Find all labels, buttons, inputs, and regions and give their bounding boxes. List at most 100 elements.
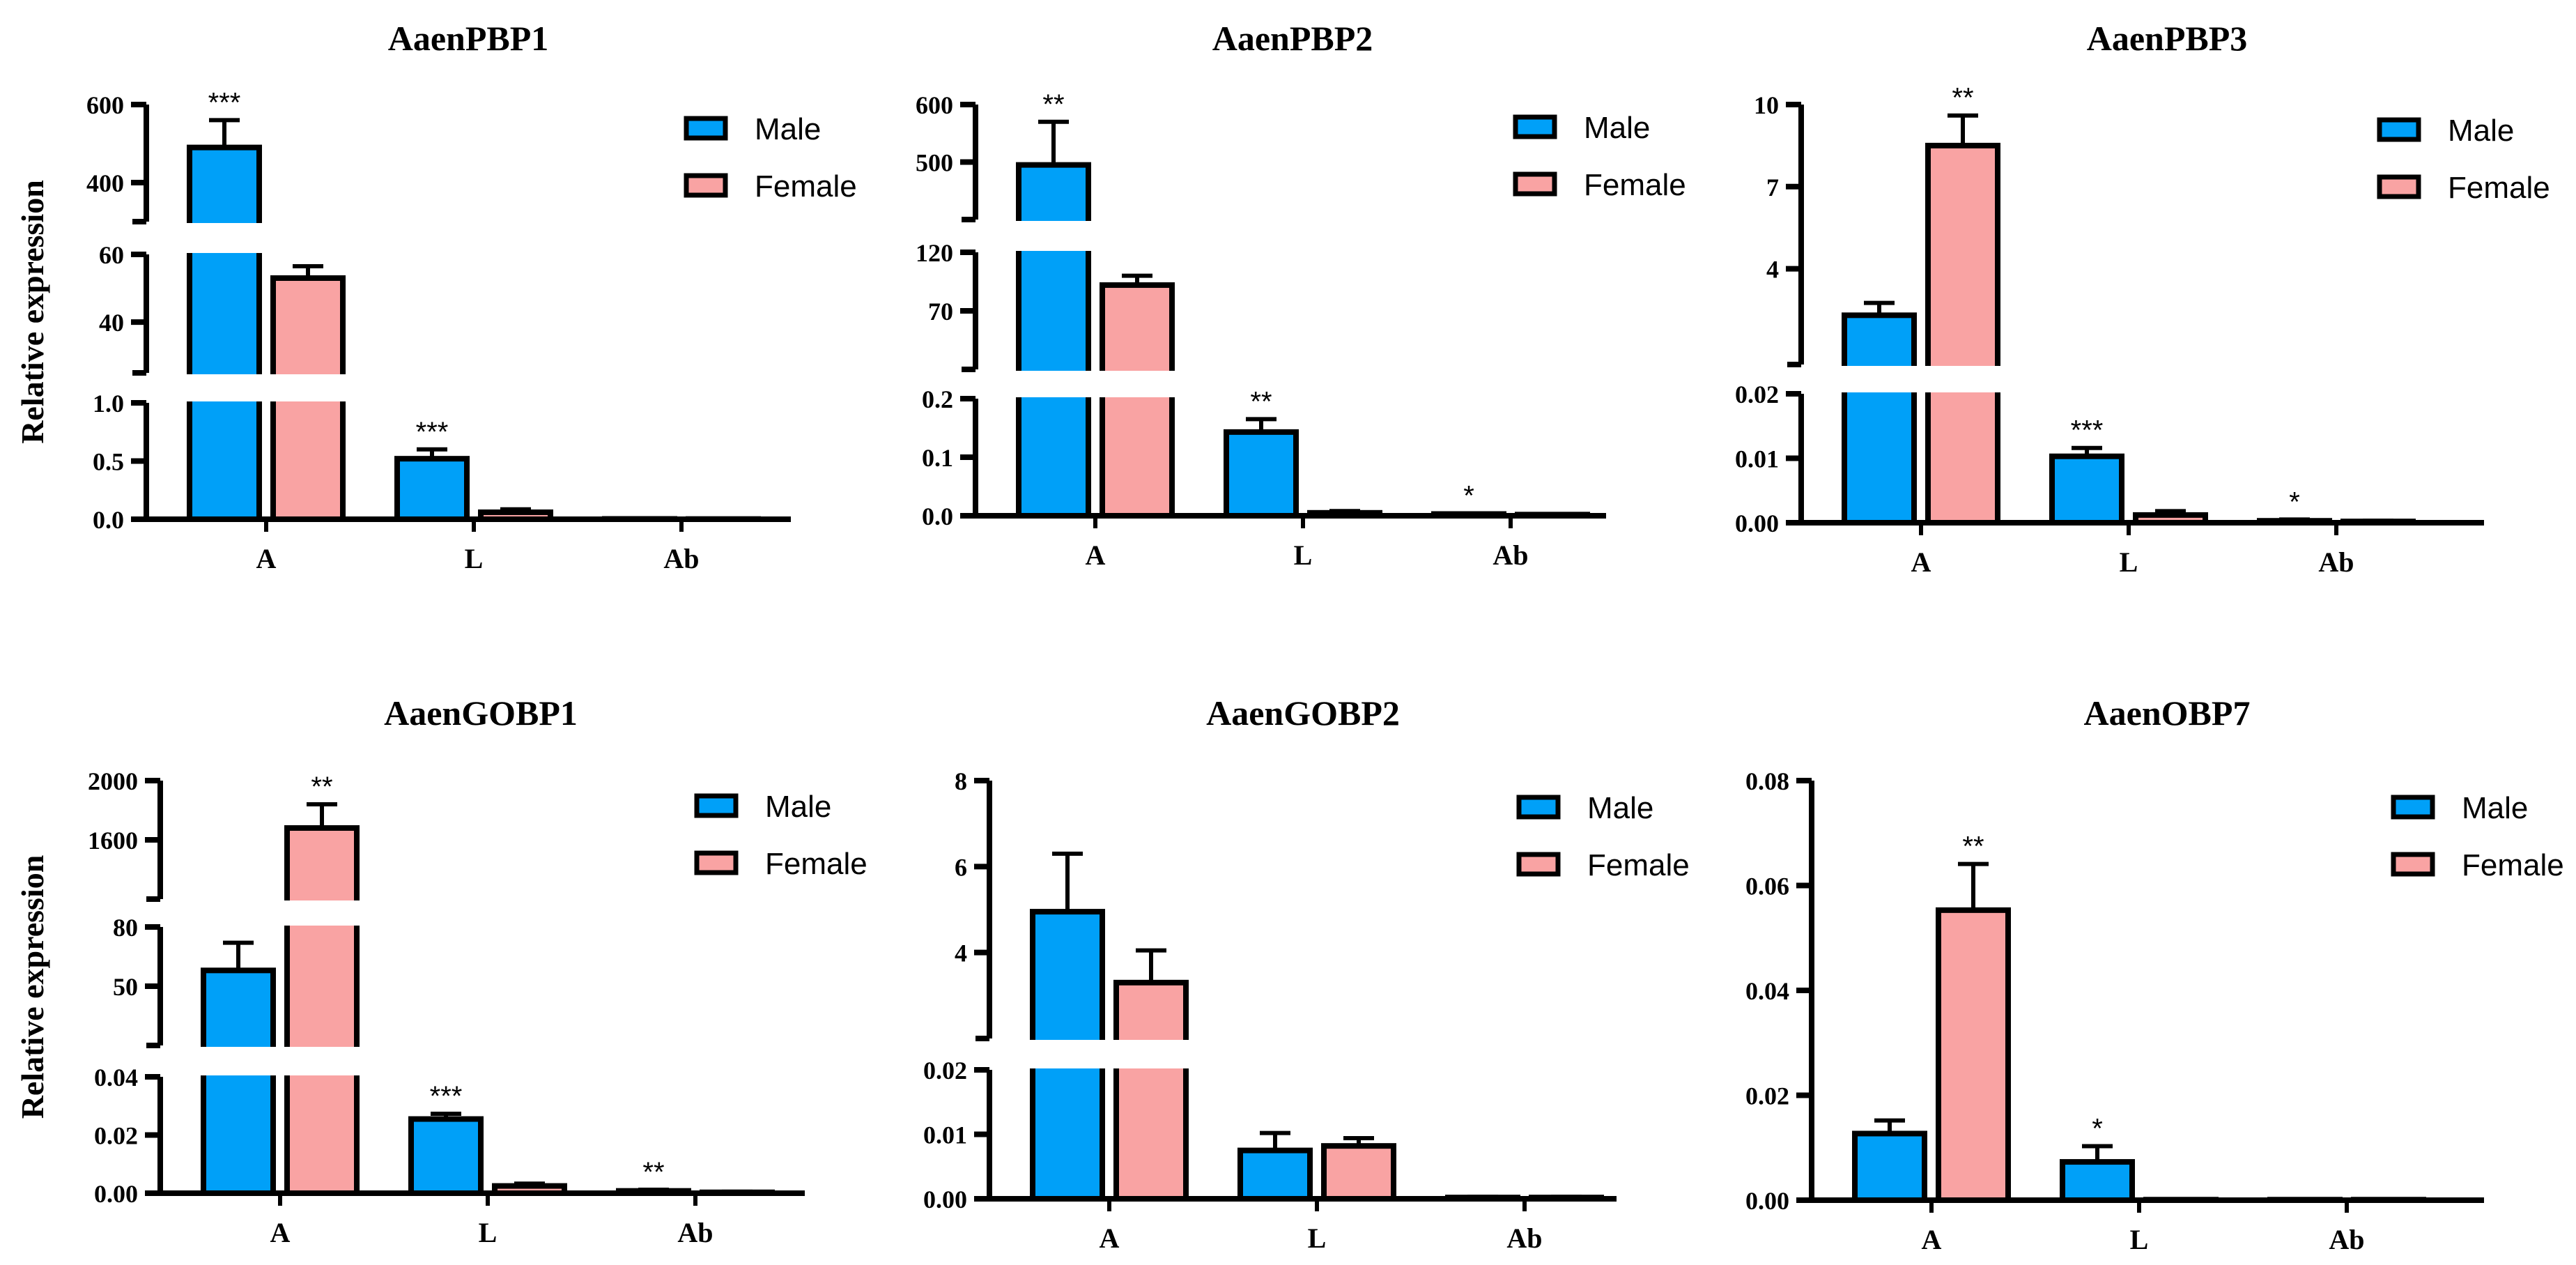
bar-female-A (1936, 907, 2011, 1204)
axis-break-gap (906, 371, 1620, 397)
y-tick-label: 0.06 (1745, 873, 1789, 900)
axis-break-gap (77, 223, 805, 253)
y-tick-label: 1.0 (93, 390, 124, 417)
y-tick-label: 0.02 (1745, 1082, 1789, 1110)
panel-title: AaenPBP2 (1212, 19, 1373, 58)
legend-swatch-male (1513, 114, 1557, 139)
panel-title: AaenGOBP1 (384, 693, 578, 733)
panel-title: AaenOBP7 (2084, 693, 2251, 733)
y-tick-label: 0.2 (922, 385, 953, 413)
y-axis-label: Relative expression (15, 180, 50, 444)
legend-label-female: Female (2448, 171, 2550, 205)
y-tick-label: 80 (113, 914, 138, 942)
significance-label: * (2289, 486, 2300, 517)
legend-swatch-female (1513, 171, 1557, 197)
panel-AaenPBP1: AaenPBP1 0.0 0.5 1.0 40 60 400 600 A L Ab *** *** Rel… (15, 19, 857, 574)
legend-label-male: Male (1584, 111, 1650, 145)
bar-male-A (1842, 312, 1917, 526)
y-tick-label: 0.5 (93, 448, 124, 476)
axis-break-gap (91, 900, 819, 926)
panel-title: AaenPBP3 (2087, 19, 2248, 58)
y-tick-label: 0.00 (923, 1186, 967, 1213)
legend-swatch-male (684, 116, 728, 141)
y-tick-label: 0.1 (922, 444, 953, 472)
significance-label: ** (311, 772, 332, 802)
legend-label-male: Male (2462, 791, 2528, 825)
bar-female-L (1321, 1143, 1396, 1202)
significance-label: *** (2071, 415, 2104, 446)
y-tick-label: 0.00 (1735, 509, 1779, 537)
legend-swatch-male (2391, 795, 2435, 820)
legend: Male Female (2377, 114, 2550, 205)
panel-AaenGOBP2: AaenGOBP2 0.00 0.01 0.02 4 6 8 A L Ab Male Female (920, 693, 1690, 1254)
panel-title: AaenPBP1 (388, 19, 549, 58)
y-tick-label: 0.0 (93, 506, 124, 534)
y-tick-label: 8 (955, 767, 967, 795)
legend: Male Female (684, 112, 857, 204)
legend-label-female: Female (755, 169, 857, 204)
legend: Male Female (2391, 791, 2564, 882)
bar-male-L (394, 456, 470, 522)
x-tick-label: L (465, 543, 484, 574)
significance-label: *** (208, 87, 241, 118)
significance-label: ** (1952, 83, 1973, 114)
x-tick-label: A (1100, 1222, 1120, 1254)
x-tick-label: L (2120, 546, 2138, 578)
x-tick-label: Ab (677, 1217, 713, 1248)
legend-label-male: Male (1587, 791, 1653, 825)
x-tick-label: L (2130, 1224, 2149, 1255)
bar-female-A (1113, 979, 1189, 1202)
y-tick-label: 4 (1766, 256, 1779, 284)
bar-female-A (284, 825, 360, 1196)
y-tick-label: 120 (916, 239, 953, 267)
axis-break-gap (77, 374, 805, 401)
y-tick-label: 6 (955, 853, 967, 881)
x-tick-label: Ab (663, 543, 699, 574)
bar-male-L (1237, 1147, 1313, 1202)
y-tick-label: 40 (99, 309, 124, 337)
bar-female-A (1925, 142, 2000, 526)
y-tick-label: 4 (955, 940, 967, 967)
legend-swatch-female (1516, 852, 1561, 877)
x-tick-label: A (256, 543, 277, 574)
y-tick-label: 0.02 (1735, 381, 1779, 408)
y-tick-label: 0.01 (923, 1121, 967, 1149)
bar-male-A (1852, 1130, 1927, 1203)
legend: Male Female (694, 790, 867, 881)
y-tick-label: 0.00 (94, 1180, 138, 1208)
y-tick-label: 400 (86, 169, 124, 197)
x-tick-label: A (1086, 539, 1106, 571)
legend-swatch-female (2377, 174, 2421, 199)
y-tick-label: 0.04 (94, 1064, 138, 1091)
legend-swatch-male (1516, 795, 1561, 820)
bar-male-L (408, 1116, 484, 1196)
y-tick-label: 0.00 (1745, 1187, 1789, 1215)
legend: Male Female (1513, 111, 1686, 202)
y-tick-label: 2000 (88, 767, 138, 795)
significance-label: *** (416, 417, 449, 447)
significance-label: ** (1962, 831, 1984, 862)
significance-label: ** (1250, 386, 1272, 417)
legend-label-female: Female (765, 847, 867, 881)
legend-swatch-female (2391, 852, 2435, 877)
y-tick-label: 1600 (88, 827, 138, 854)
significance-label: * (1463, 481, 1474, 512)
significance-label: ** (1042, 89, 1064, 120)
legend-label-male: Male (755, 112, 821, 146)
y-tick-label: 0.04 (1745, 977, 1789, 1005)
axis-break-gap (1732, 366, 2498, 392)
legend-swatch-male (2377, 117, 2421, 142)
legend-label-female: Female (1584, 168, 1686, 202)
y-tick-label: 0.08 (1745, 767, 1789, 795)
x-tick-label: L (479, 1217, 498, 1248)
x-tick-label: Ab (1506, 1222, 1542, 1254)
legend-swatch-female (684, 173, 728, 198)
legend: Male Female (1516, 791, 1690, 882)
y-tick-label: 600 (86, 91, 124, 119)
y-tick-label: 500 (916, 149, 953, 177)
x-tick-label: Ab (2329, 1224, 2364, 1255)
bar-male-L (1224, 429, 1299, 519)
